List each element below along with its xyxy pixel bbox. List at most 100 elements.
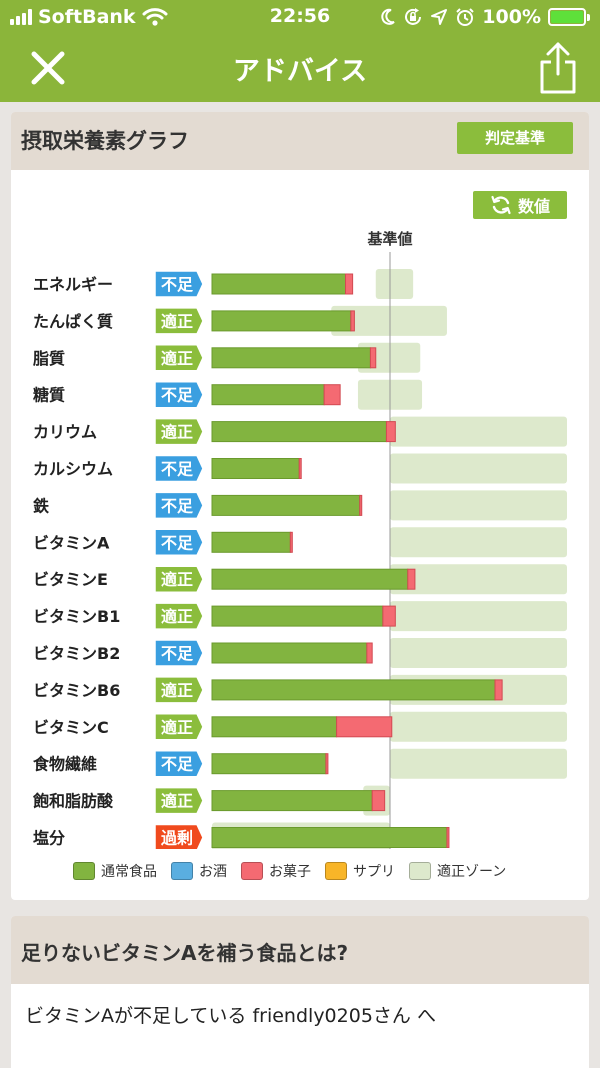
bar-snack [350, 310, 355, 332]
bar-snack [345, 273, 354, 295]
optimal-zone [390, 711, 567, 742]
rotation-lock-icon [405, 8, 422, 25]
legend-item: 通常食品 [73, 861, 157, 881]
battery-icon [548, 8, 590, 26]
optimal-zone [390, 453, 567, 484]
bar-snack [371, 790, 386, 812]
bar-snack [407, 568, 416, 590]
nutrient-label: エネルギー [33, 275, 113, 294]
status-badge-label: 不足 [161, 644, 194, 663]
bar-normal-food [211, 642, 368, 664]
close-button[interactable] [22, 46, 74, 90]
optimal-zone [390, 490, 567, 521]
status-badge [154, 491, 204, 520]
nav-bar: アドバイス [0, 34, 600, 102]
legend-swatch [73, 862, 95, 880]
bar-snack [382, 605, 396, 627]
bar-normal-food [211, 568, 409, 590]
advice-card-title: 足りないビタミンAを補う食品とは? [21, 941, 349, 965]
status-badge-label: 適正 [161, 570, 193, 589]
close-icon [31, 51, 65, 85]
status-badge [154, 565, 204, 593]
share-button[interactable] [534, 40, 582, 96]
bar-snack [323, 384, 341, 406]
status-badge [154, 823, 204, 849]
status-badge-label: 不足 [161, 755, 194, 774]
optimal-zone [390, 564, 567, 595]
status-badge-label: 適正 [161, 423, 193, 442]
status-badge [154, 417, 204, 446]
bar-normal-food [211, 494, 361, 516]
wifi-icon [142, 8, 168, 26]
optimal-zone [331, 305, 447, 336]
clock: 22:56 [269, 5, 331, 27]
optimal-zone [390, 748, 567, 779]
status-badge-label: 適正 [161, 792, 193, 811]
bar-snack [298, 458, 302, 479]
advice-card-header[interactable]: 足りないビタミンAを補う食品とは? [11, 916, 589, 984]
nutrient-label: ビタミンB2 [33, 644, 120, 663]
nutrient-graph-card: 摂取栄養素グラフ 判定基準 数値 基準値 エネルギー 不足 たんぱく質 適正 脂質 適正 糖質… [11, 112, 589, 900]
bar-normal-food [211, 753, 327, 775]
nutrient-label: ビタミンB6 [33, 681, 120, 700]
bar-snack [336, 716, 393, 738]
legend-item: お菓子 [241, 861, 311, 881]
optimal-zone [390, 601, 567, 632]
bar-normal-food [211, 679, 496, 701]
reference-label: 基準値 [366, 230, 412, 248]
status-badge-label: 適正 [161, 349, 193, 368]
criteria-button[interactable]: 判定基準 [457, 122, 573, 154]
status-badge [154, 380, 204, 409]
bar-normal-food [211, 347, 371, 369]
bar-normal-food [211, 310, 352, 332]
advice-text: ビタミンAが不足している friendly0205さん へ [25, 1005, 436, 1027]
optimal-zone [375, 269, 414, 299]
optimal-zone [390, 638, 567, 668]
value-toggle-button[interactable]: 数値 [473, 191, 567, 219]
legend-swatch [325, 862, 347, 880]
bar-snack [446, 827, 450, 848]
legend-label: お菓子 [269, 864, 311, 880]
bar-normal-food [211, 384, 325, 406]
battery-percent: 100% [482, 6, 541, 28]
nutrient-label: ビタミンE [33, 570, 108, 589]
page-title: アドバイス [232, 56, 368, 87]
value-toggle-label: 数値 [517, 197, 550, 216]
bar-snack [494, 679, 503, 701]
status-badge [154, 676, 204, 704]
bar-snack [325, 753, 329, 775]
legend-label: お酒 [199, 864, 227, 880]
graph-card-title: 摂取栄養素グラフ [21, 129, 189, 153]
nutrient-label: ビタミンC [33, 718, 109, 737]
bar-normal-food [211, 716, 338, 738]
nutrient-label: 糖質 [33, 386, 65, 405]
optimal-zone [390, 416, 567, 447]
refresh-icon [491, 195, 511, 215]
bar-snack [366, 642, 373, 664]
legend-swatch [409, 862, 431, 880]
legend-item: お酒 [171, 861, 227, 881]
status-badge-label: 適正 [161, 718, 193, 737]
nutrient-label: 鉄 [33, 496, 49, 515]
status-badge [154, 639, 204, 667]
status-badge-label: 不足 [161, 533, 194, 552]
status-badge-label: 不足 [161, 460, 194, 479]
share-icon [540, 42, 576, 94]
status-badge [154, 713, 204, 741]
status-badge [154, 786, 204, 815]
nutrient-label: 食物繊維 [32, 755, 97, 774]
signal-icon [10, 9, 32, 25]
status-badge [154, 270, 204, 298]
bar-normal-food [211, 458, 300, 479]
bar-normal-food [211, 421, 387, 443]
bar-snack [289, 531, 293, 553]
status-badge-label: 適正 [161, 312, 193, 331]
legend-item: サプリ [325, 861, 395, 881]
legend-label: サプリ [353, 864, 395, 880]
legend-item: 適正ゾーン [409, 861, 506, 881]
bar-normal-food [211, 790, 373, 812]
bar-normal-food [211, 531, 291, 553]
nutrient-label: 塩分 [33, 829, 65, 848]
nutrient-label: カリウム [33, 423, 97, 442]
status-bar: SoftBank 22:56 100% [0, 0, 600, 34]
